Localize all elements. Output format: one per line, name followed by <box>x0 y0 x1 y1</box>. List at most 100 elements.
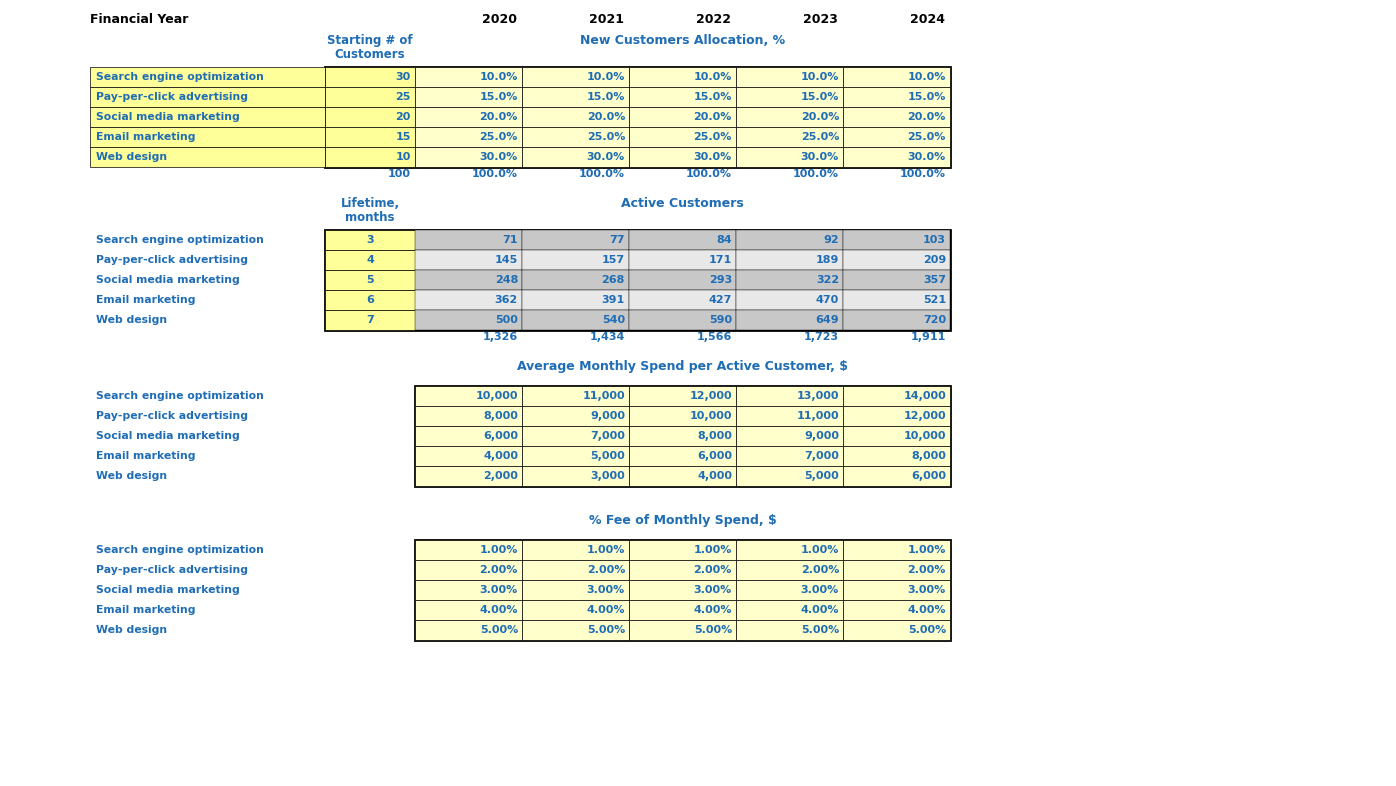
Bar <box>522 580 630 600</box>
Bar <box>415 580 522 600</box>
Bar <box>89 127 325 147</box>
Bar <box>630 600 736 620</box>
Text: Search engine optimization: Search engine optimization <box>96 235 264 245</box>
Bar <box>522 540 630 560</box>
Text: 5.00%: 5.00% <box>801 625 839 635</box>
Text: 100: 100 <box>388 169 410 179</box>
Text: 30.0%: 30.0% <box>801 152 839 162</box>
Text: 5.00%: 5.00% <box>480 625 518 635</box>
Text: 11,000: 11,000 <box>796 411 839 421</box>
Text: 8,000: 8,000 <box>697 431 732 441</box>
Bar <box>415 446 522 466</box>
Text: 4.00%: 4.00% <box>907 605 946 615</box>
Bar <box>630 310 736 330</box>
Text: 12,000: 12,000 <box>903 411 946 421</box>
Text: Search engine optimization: Search engine optimization <box>96 391 264 401</box>
Text: 100.0%: 100.0% <box>685 169 732 179</box>
Bar <box>522 67 630 87</box>
Bar <box>325 310 415 330</box>
Text: 8,000: 8,000 <box>483 411 518 421</box>
Text: 4.00%: 4.00% <box>479 605 518 615</box>
Text: 20: 20 <box>395 112 410 122</box>
Text: 8,000: 8,000 <box>912 451 946 461</box>
Bar <box>736 250 843 270</box>
Bar <box>415 426 522 446</box>
Text: 293: 293 <box>709 275 732 285</box>
Bar <box>843 147 951 167</box>
Bar <box>630 560 736 580</box>
Text: 1,723: 1,723 <box>804 332 839 342</box>
Bar <box>325 127 415 147</box>
Text: Web design: Web design <box>96 315 168 325</box>
Text: 15.0%: 15.0% <box>907 92 946 102</box>
Text: 6,000: 6,000 <box>697 451 732 461</box>
Text: 10,000: 10,000 <box>476 391 518 401</box>
Text: 100.0%: 100.0% <box>579 169 625 179</box>
Bar <box>522 270 630 290</box>
Text: Web design: Web design <box>96 152 168 162</box>
Bar <box>736 310 843 330</box>
Text: 1.00%: 1.00% <box>480 545 518 555</box>
Text: 720: 720 <box>923 315 946 325</box>
Text: 6: 6 <box>366 295 374 305</box>
Bar <box>522 426 630 446</box>
Bar <box>89 107 325 127</box>
Text: 5.00%: 5.00% <box>586 625 625 635</box>
Bar <box>415 147 522 167</box>
Bar <box>522 600 630 620</box>
Bar <box>89 67 325 87</box>
Text: 2023: 2023 <box>803 13 838 26</box>
Text: Web design: Web design <box>96 471 168 481</box>
Bar <box>522 127 630 147</box>
Text: Pay-per-click advertising: Pay-per-click advertising <box>96 565 248 575</box>
Text: 3,000: 3,000 <box>591 471 625 481</box>
Bar <box>522 230 630 250</box>
Bar <box>736 600 843 620</box>
Text: Email marketing: Email marketing <box>96 295 195 305</box>
Text: 6,000: 6,000 <box>483 431 518 441</box>
Bar <box>325 67 951 167</box>
Bar <box>325 230 415 250</box>
Text: 10.0%: 10.0% <box>586 72 625 82</box>
Bar <box>736 270 843 290</box>
Text: 15.0%: 15.0% <box>694 92 732 102</box>
Text: 15.0%: 15.0% <box>586 92 625 102</box>
Bar <box>415 87 522 107</box>
Bar <box>630 87 736 107</box>
Bar <box>522 466 630 486</box>
Text: 1,911: 1,911 <box>910 332 946 342</box>
Text: Starting # of: Starting # of <box>327 34 413 47</box>
Bar <box>843 406 951 426</box>
Text: 1,326: 1,326 <box>483 332 518 342</box>
Text: 25: 25 <box>395 92 410 102</box>
Text: 5,000: 5,000 <box>591 451 625 461</box>
Bar <box>843 620 951 640</box>
Text: Social media marketing: Social media marketing <box>96 431 240 441</box>
Bar <box>522 620 630 640</box>
Text: New Customers Allocation, %: New Customers Allocation, % <box>579 34 785 47</box>
Text: 3.00%: 3.00% <box>694 585 732 595</box>
Bar <box>415 107 522 127</box>
Bar <box>415 560 522 580</box>
Bar <box>89 147 325 167</box>
Text: 171: 171 <box>709 255 732 265</box>
Text: 10: 10 <box>395 152 410 162</box>
Text: 5,000: 5,000 <box>804 471 839 481</box>
Text: Web design: Web design <box>96 625 168 635</box>
Text: 4.00%: 4.00% <box>694 605 732 615</box>
Text: 268: 268 <box>602 275 625 285</box>
Text: 10.0%: 10.0% <box>694 72 732 82</box>
Bar <box>325 230 951 330</box>
Bar <box>522 386 630 406</box>
Bar <box>630 107 736 127</box>
Bar <box>522 406 630 426</box>
Text: 2.00%: 2.00% <box>801 565 839 575</box>
Text: 189: 189 <box>815 255 839 265</box>
Bar <box>736 446 843 466</box>
Text: 2.00%: 2.00% <box>907 565 946 575</box>
Text: 3.00%: 3.00% <box>801 585 839 595</box>
Bar <box>843 386 951 406</box>
Text: 1.00%: 1.00% <box>694 545 732 555</box>
Text: 25.0%: 25.0% <box>586 132 625 142</box>
Bar <box>843 290 951 310</box>
